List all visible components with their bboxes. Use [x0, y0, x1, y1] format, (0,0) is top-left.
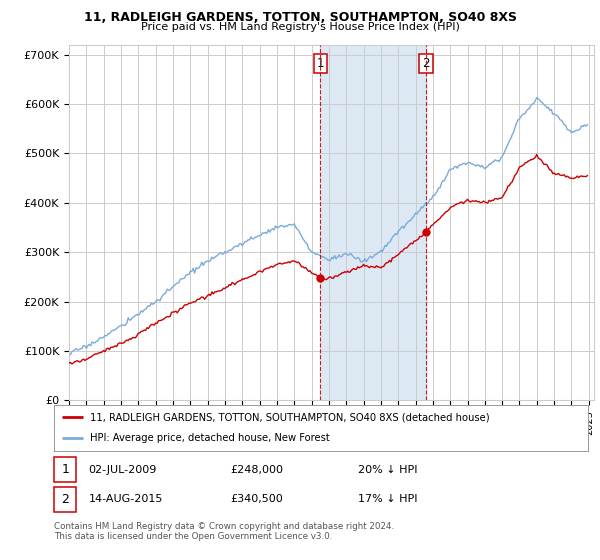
Text: 02-JUL-2009: 02-JUL-2009 [89, 465, 157, 475]
Text: 11, RADLEIGH GARDENS, TOTTON, SOUTHAMPTON, SO40 8XS: 11, RADLEIGH GARDENS, TOTTON, SOUTHAMPTO… [83, 11, 517, 24]
Text: £340,500: £340,500 [230, 494, 283, 504]
Text: 2: 2 [61, 493, 69, 506]
Text: 2: 2 [422, 57, 430, 70]
Text: 11, RADLEIGH GARDENS, TOTTON, SOUTHAMPTON, SO40 8XS (detached house): 11, RADLEIGH GARDENS, TOTTON, SOUTHAMPTO… [91, 412, 490, 422]
Text: Price paid vs. HM Land Registry's House Price Index (HPI): Price paid vs. HM Land Registry's House … [140, 22, 460, 32]
Text: 14-AUG-2015: 14-AUG-2015 [89, 494, 163, 504]
Text: 17% ↓ HPI: 17% ↓ HPI [358, 494, 418, 504]
Text: 1: 1 [316, 57, 324, 70]
Bar [54, 457, 76, 482]
Text: Contains HM Land Registry data © Crown copyright and database right 2024.
This d: Contains HM Land Registry data © Crown c… [54, 522, 394, 542]
Text: 1: 1 [61, 463, 69, 476]
Text: HPI: Average price, detached house, New Forest: HPI: Average price, detached house, New … [91, 433, 330, 444]
Text: 20% ↓ HPI: 20% ↓ HPI [358, 465, 418, 475]
Bar [54, 487, 76, 512]
Text: £248,000: £248,000 [230, 465, 283, 475]
Bar [320, 45, 426, 400]
